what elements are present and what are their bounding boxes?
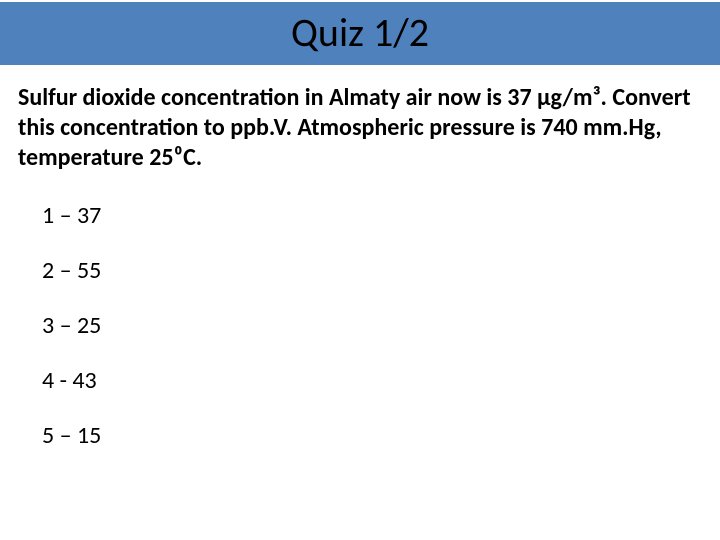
slide: Quiz 1/2 Sulfur dioxide concentration in… (0, 2, 720, 540)
option-4: 4 - 43 (42, 366, 720, 395)
option-3: 3 – 25 (42, 311, 720, 340)
slide-title: Quiz 1/2 (291, 8, 429, 57)
option-1: 1 – 37 (42, 201, 720, 230)
question-text: Sulfur dioxide concentration in Almaty a… (18, 83, 702, 173)
option-2: 2 – 55 (42, 256, 720, 285)
option-5: 5 – 15 (42, 421, 720, 450)
title-bar: Quiz 1/2 (0, 2, 720, 65)
options-list: 1 – 37 2 – 55 3 – 25 4 - 43 5 – 15 (42, 201, 720, 450)
